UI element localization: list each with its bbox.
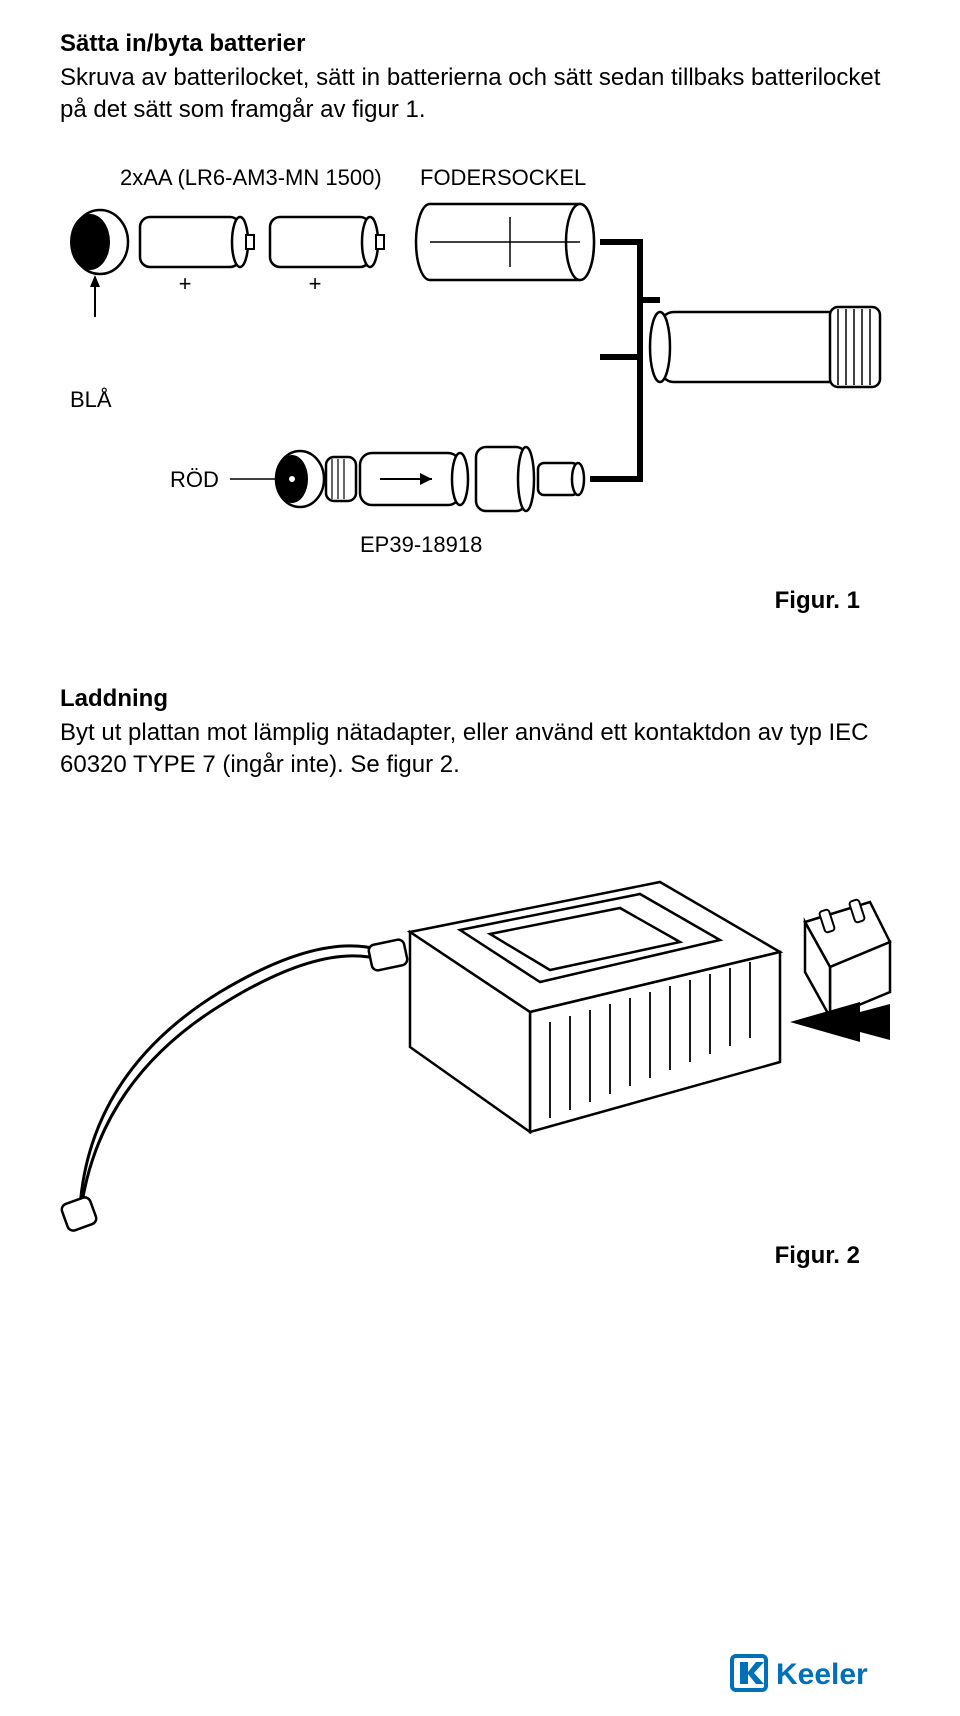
logo-text: Keeler [776, 1658, 868, 1691]
spacer-icon [326, 457, 356, 501]
adapter-body-icon [410, 882, 780, 1132]
document-page: Sätta in/byta batterier Skruva av batter… [0, 0, 960, 1716]
red-label: RÖD [170, 467, 219, 492]
battery-label: 2xAA (LR6-AM3-MN 1500) [120, 165, 382, 190]
figure-2-diagram [60, 812, 900, 1232]
section2-heading: Laddning [60, 685, 900, 713]
bracket-lower-icon [590, 357, 640, 479]
section1-body: Skruva av batterilocket, sätt in batteri… [60, 62, 900, 127]
battery-cap-icon [70, 210, 128, 274]
handle-body-icon [650, 307, 880, 387]
plug-plate-icon [805, 899, 890, 1017]
part-number-label: EP39-18918 [360, 532, 482, 557]
insert-arrow-icon [790, 1002, 890, 1042]
rechargeable-cap-icon [276, 451, 324, 507]
sleeve-icon [416, 204, 594, 280]
tip-icon [538, 463, 584, 495]
figure-1-diagram: 2xAA (LR6-AM3-MN 1500) FODERSOCKEL + [60, 157, 900, 577]
svg-text:+: + [309, 271, 322, 296]
blue-label: BLÅ [70, 387, 112, 412]
rechargeable-cell-icon [360, 453, 468, 505]
cable-icon [60, 938, 408, 1231]
section-2: Laddning Byt ut plattan mot lämplig näta… [60, 685, 900, 1270]
section2-body: Byt ut plattan mot lämplig nätadapter, e… [60, 717, 900, 782]
sleeve-label: FODERSOCKEL [420, 165, 586, 190]
collar-icon [476, 447, 534, 511]
battery-2-icon: + [270, 217, 384, 296]
svg-text:+: + [179, 271, 192, 296]
figure-2-caption: Figur. 2 [60, 1242, 900, 1270]
keeler-logo: Keeler [730, 1650, 920, 1696]
section1-heading: Sätta in/byta batterier [60, 30, 900, 58]
figure-1-caption: Figur. 1 [60, 587, 900, 615]
battery-1-icon: + [140, 217, 254, 296]
